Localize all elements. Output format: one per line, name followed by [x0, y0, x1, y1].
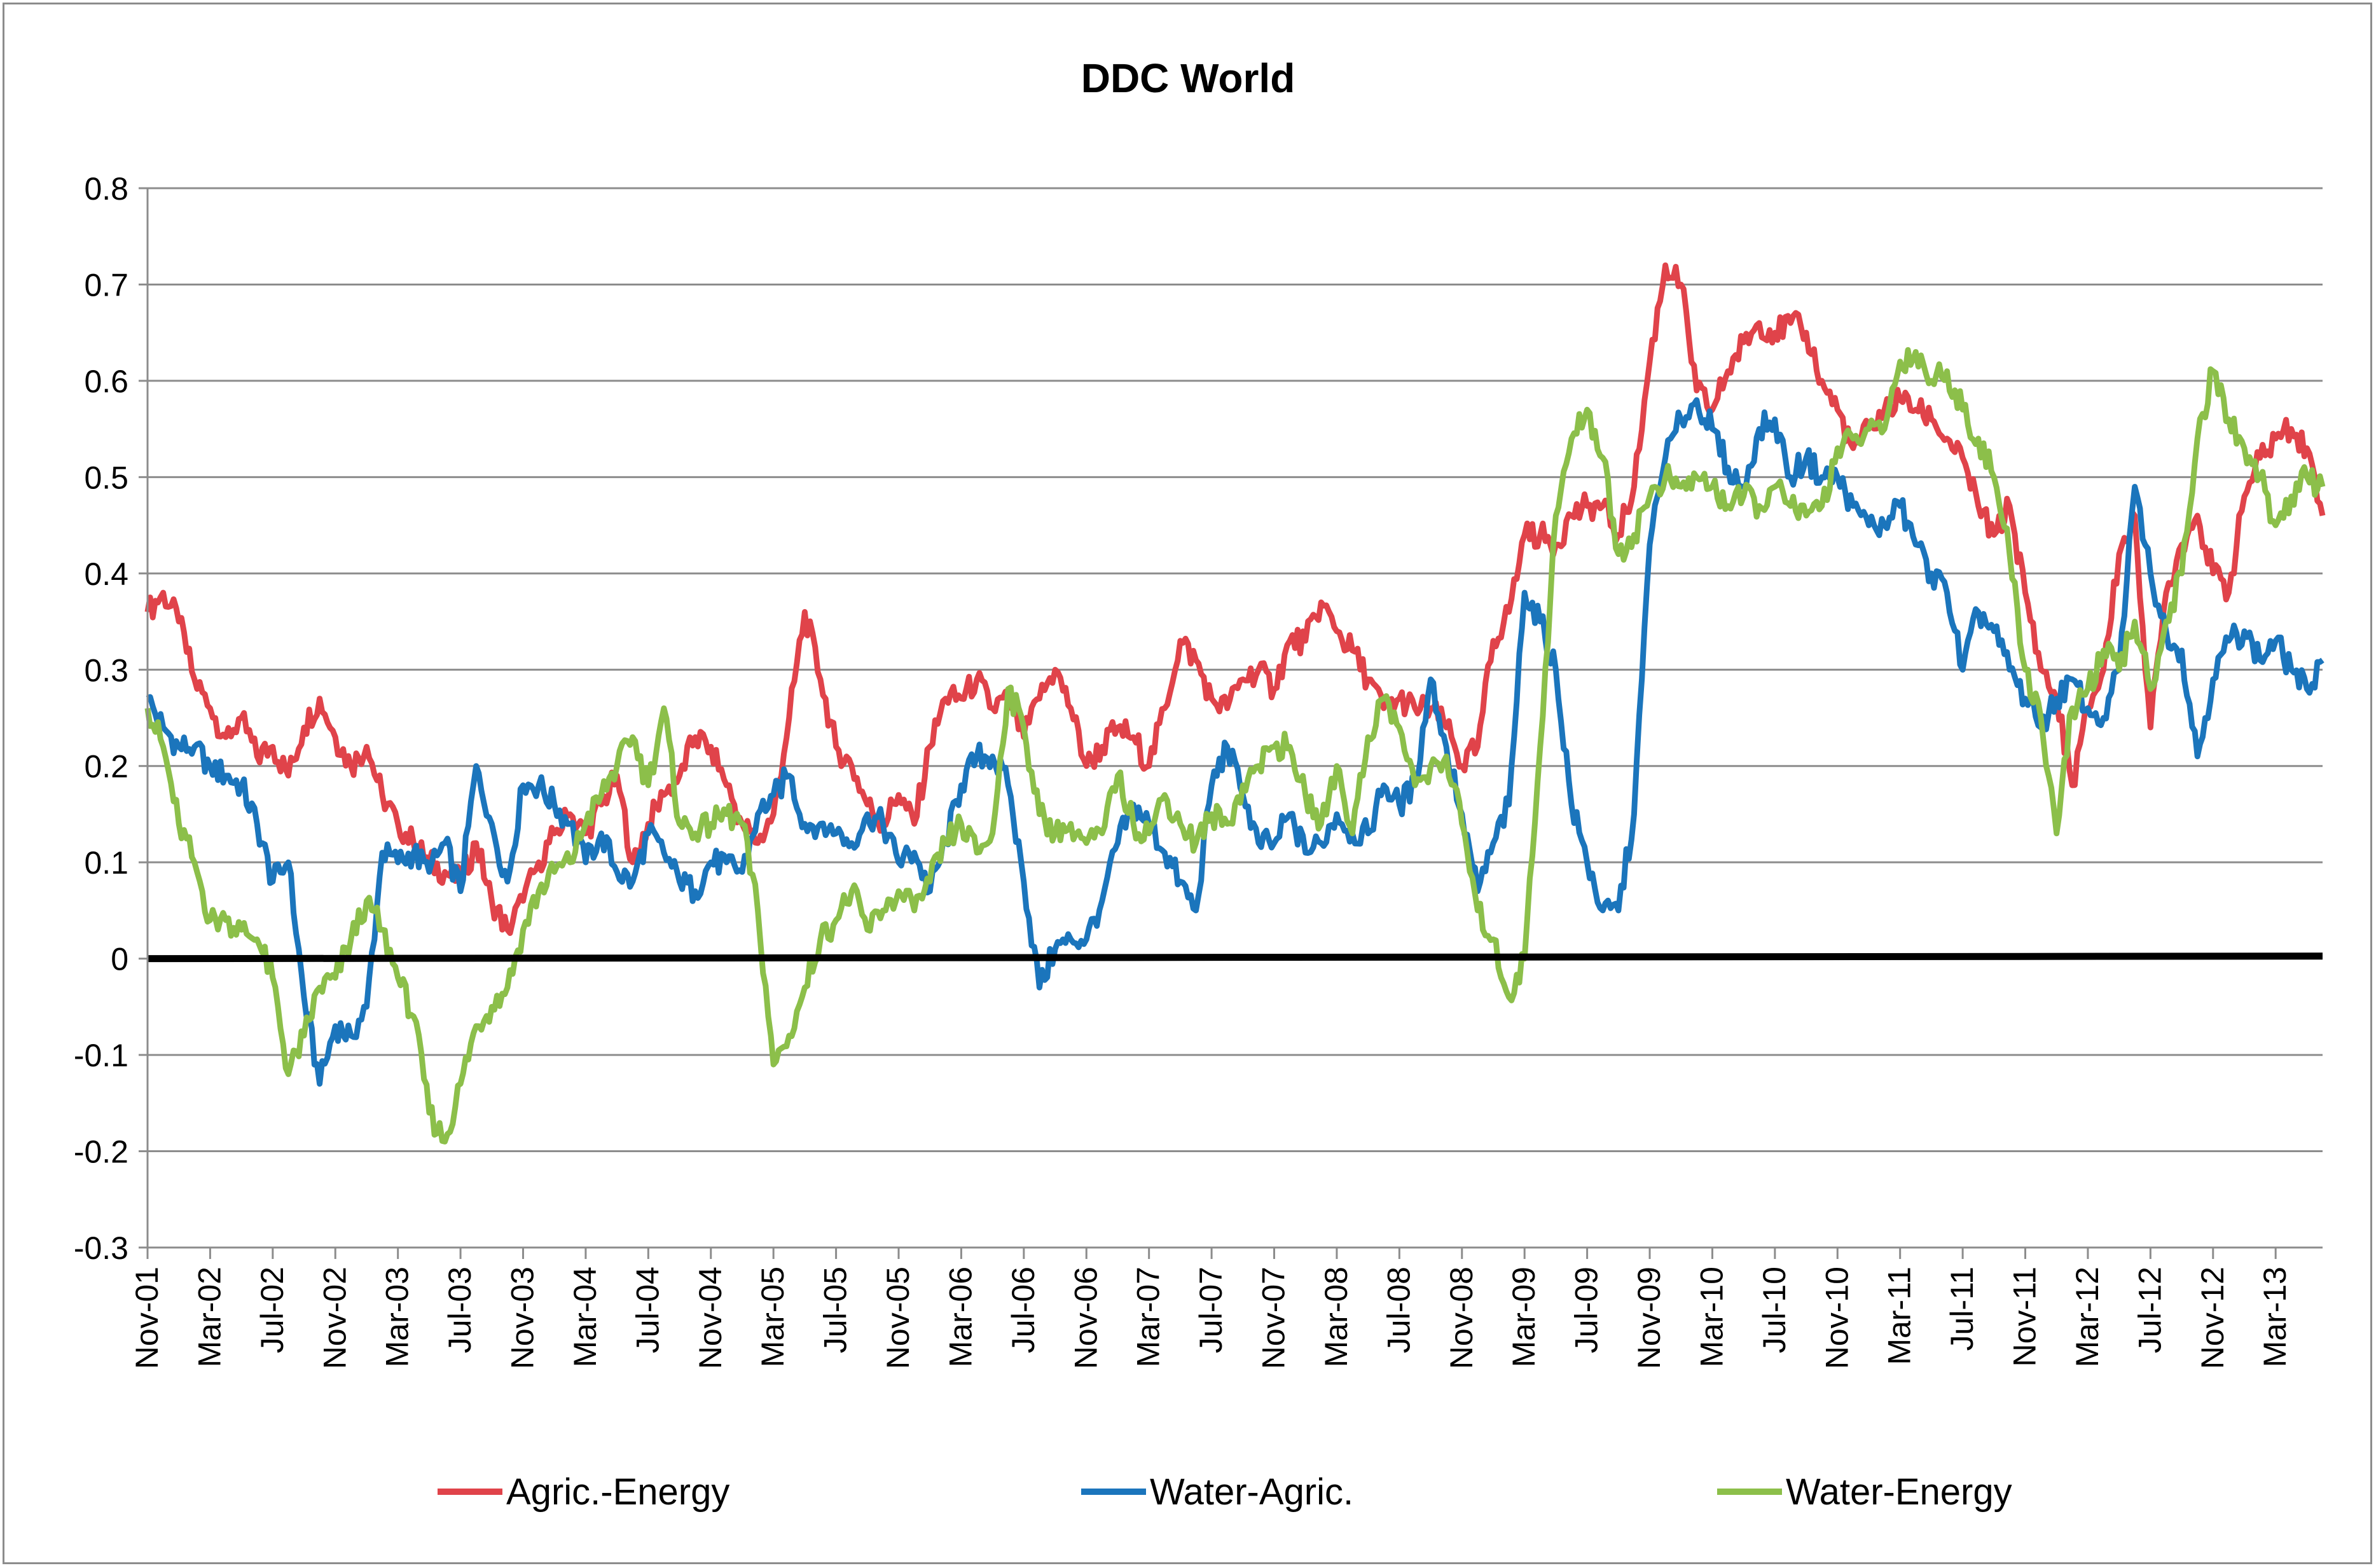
series-line-water-agric-	[146, 397, 2324, 1087]
x-tick-label: Nov-12	[2195, 1267, 2230, 1369]
x-tick-label: Nov-08	[1444, 1267, 1479, 1369]
legend: Agric.-Energy Water-Agric. Water-Energy	[438, 1471, 2012, 1513]
x-tick-label: Nov-10	[1819, 1267, 1855, 1369]
y-tick-label: 0.2	[84, 749, 128, 785]
series-line-agric-energy	[144, 262, 2326, 936]
x-tick-label: Jul-08	[1381, 1267, 1416, 1353]
x-tick-label: Jul-11	[1944, 1267, 1980, 1351]
x-tick-label: Nov-09	[1631, 1267, 1667, 1369]
x-tick-label: Jul-06	[1005, 1267, 1041, 1353]
y-tick-label: -0.1	[74, 1038, 128, 1073]
x-tick-label: Nov-11	[2007, 1267, 2043, 1366]
x-tick-label: Mar-04	[567, 1267, 603, 1367]
y-tick-label: 0.4	[84, 556, 128, 592]
x-tick-label: Mar-09	[1506, 1267, 1542, 1367]
x-tick-label: Mar-10	[1694, 1267, 1729, 1367]
x-tick-label: Nov-04	[693, 1267, 728, 1369]
y-tick-label: 0.7	[84, 267, 128, 303]
x-tick-label: Nov-07	[1256, 1267, 1292, 1369]
x-tick-label: Nov-02	[317, 1267, 352, 1369]
x-tick-label: Nov-05	[880, 1267, 916, 1369]
series-layer	[144, 262, 2326, 1145]
x-tick-label: Mar-02	[191, 1267, 227, 1367]
y-tick-label: -0.2	[74, 1134, 128, 1170]
y-tick-label: 0	[111, 942, 128, 977]
x-tick-label: Mar-05	[755, 1267, 791, 1367]
x-tick-label: Mar-12	[2069, 1267, 2105, 1367]
grid-layer	[148, 187, 2323, 1249]
x-tick-label: Nov-01	[129, 1267, 165, 1369]
series-line-water-energy	[144, 347, 2326, 1145]
y-tick-label: 0.3	[84, 652, 128, 688]
legend-label-water-agric: Water-Agric.	[1150, 1471, 1353, 1513]
y-tick-label: 0.8	[84, 171, 128, 207]
x-tick-label: Jul-02	[254, 1267, 290, 1353]
x-tick-label: Nov-03	[505, 1267, 541, 1369]
x-tick-label: Jul-10	[1757, 1267, 1792, 1353]
chart-title: DDC World	[1081, 55, 1295, 101]
x-tick-label: Jul-09	[1569, 1267, 1605, 1353]
chart-frame	[3, 3, 2372, 1564]
x-tick-label: Mar-07	[1131, 1267, 1166, 1367]
x-tick-label: Mar-08	[1318, 1267, 1354, 1367]
y-tick-label: 0.5	[84, 460, 128, 495]
x-tick-label: Mar-03	[380, 1267, 415, 1367]
x-tick-label: Jul-04	[630, 1267, 665, 1353]
y-tick-label: 0.6	[84, 364, 128, 399]
legend-label-agric-energy: Agric.-Energy	[506, 1471, 729, 1513]
x-tick-label: Nov-06	[1068, 1267, 1103, 1369]
x-tick-label: Jul-07	[1193, 1267, 1229, 1353]
x-tick-label: Mar-06	[943, 1267, 978, 1367]
x-tick-label: Mar-13	[2257, 1267, 2293, 1367]
y-tick-label: -0.3	[74, 1230, 128, 1266]
x-tick-label: Jul-12	[2132, 1267, 2167, 1353]
axis-layer: 0.80.70.60.50.40.30.20.10-0.1-0.2-0.3Nov…	[74, 171, 2323, 1369]
x-tick-label: Jul-03	[442, 1267, 478, 1353]
y-tick-label: 0.1	[84, 845, 128, 881]
zero-line	[147, 952, 2323, 963]
legend-label-water-energy: Water-Energy	[1786, 1471, 2012, 1513]
x-tick-label: Mar-11	[1882, 1267, 1917, 1365]
x-tick-label: Jul-05	[818, 1267, 853, 1353]
